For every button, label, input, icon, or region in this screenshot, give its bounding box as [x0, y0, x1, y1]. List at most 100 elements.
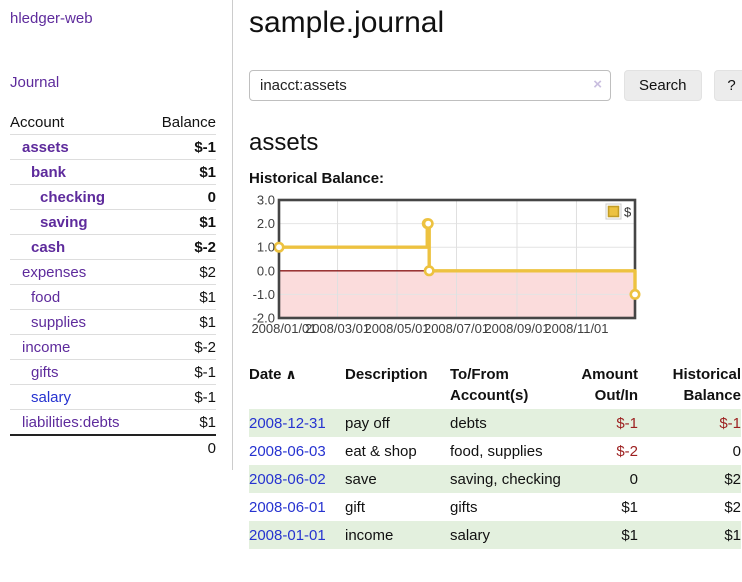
y-axis-tick-label: -1.0	[253, 287, 275, 302]
sidebar-account-link[interactable]: liabilities:debts	[22, 413, 120, 431]
accounts-total-row: 0	[10, 434, 216, 460]
transaction-accounts: debts	[450, 414, 487, 432]
plot-border	[277, 198, 637, 320]
x-axis-tick-label: 2008/03/01	[305, 321, 370, 336]
x-axis-tick-label: 2008/09/01	[484, 321, 549, 336]
y-axis-tick-label: 3.0	[257, 193, 275, 208]
data-point-marker	[423, 265, 435, 277]
sidebar-account-link[interactable]: gifts	[31, 363, 59, 381]
y-axis-tick-label: 2.0	[257, 216, 275, 231]
sidebar-account-link[interactable]: income	[22, 338, 71, 356]
sidebar-item-journal[interactable]: Journal	[10, 74, 60, 91]
clear-search-icon[interactable]: ×	[593, 76, 602, 93]
search-form: × Search ?	[249, 70, 742, 101]
account-balance: $2	[147, 259, 216, 285]
transaction-accounts: salary	[450, 526, 491, 544]
transaction-balance: $-1	[719, 414, 741, 432]
account-row: food $1	[10, 284, 216, 310]
data-point-marker	[629, 288, 641, 300]
balance-column-header: Balance	[147, 110, 216, 135]
transaction-row: 2008-12-31 pay off debts $-1 $-1	[249, 409, 741, 437]
account-balance: $-1	[147, 134, 216, 160]
transaction-amount: $-2	[616, 442, 638, 460]
transaction-date-cell: 2008-01-01	[249, 521, 345, 549]
transaction-date-link[interactable]: 2008-06-02	[249, 470, 326, 488]
account-balance: $1	[147, 284, 216, 310]
account-row: saving $1	[10, 209, 216, 235]
sidebar-account-link[interactable]: cash	[31, 238, 66, 256]
search-input-wrap: ×	[249, 70, 611, 101]
chart-title: Historical Balance:	[249, 170, 385, 187]
account-row: salary $-1	[10, 384, 216, 410]
help-button[interactable]: ?	[713, 70, 742, 101]
register-table: Date ∧ Description To/From Account(s) Amoun…	[249, 360, 741, 549]
search-button[interactable]: Search	[624, 70, 702, 101]
transaction-row: 2008-06-01 gift gifts $1 $2	[249, 493, 741, 521]
transaction-amount: 0	[629, 470, 638, 488]
accounts-total-value: 0	[147, 434, 216, 460]
column-header-label: Historical Balance	[672, 365, 741, 404]
account-row: income $-2	[10, 334, 216, 360]
sidebar-account-link[interactable]: supplies	[31, 313, 87, 331]
register-column-header-to-from-account-s: To/From Account(s)	[450, 360, 562, 409]
historical-balance-chart[interactable]: $3.0 2.0 1.0 0.0 -1.0 -2.0 2008/01/01 2008/03/0…	[249, 192, 742, 347]
account-column-header: Account	[10, 110, 148, 135]
account-balance: $-1	[147, 384, 216, 410]
transaction-description: pay off	[345, 414, 390, 432]
sidebar-account-link[interactable]: salary	[31, 388, 72, 406]
app-title-link[interactable]: hledger-web	[10, 10, 93, 27]
main-content: sample.journal × Search ? assets Histori…	[233, 0, 742, 549]
transaction-date-link[interactable]: 2008-12-31	[249, 414, 326, 432]
sidebar: hledger-web Journal Account Balance asse…	[0, 0, 233, 470]
sidebar-account-link[interactable]: bank	[31, 163, 67, 181]
column-header-label: Date	[249, 365, 282, 383]
y-axis-tick-label: 0.0	[257, 263, 275, 278]
account-heading: assets	[249, 129, 319, 156]
account-row: assets $-1	[10, 134, 216, 160]
legend-swatch	[607, 205, 620, 218]
transaction-balance: $1	[724, 526, 741, 544]
data-point-marker	[422, 218, 434, 230]
sidebar-account-link[interactable]: saving	[40, 213, 88, 231]
account-row: gifts $-1	[10, 359, 216, 385]
page-title: sample.journal	[249, 6, 445, 39]
accounts-table: Account Balance assets $-1 bank $1 checking 0…	[10, 110, 216, 460]
chart-svg: $3.0 2.0 1.0 0.0 -1.0 -2.02008/01/012008/03/0…	[251, 193, 641, 336]
column-header-label: Amount Out/In	[581, 365, 638, 404]
register-header-row: Date ∧ Description To/From Account(s) Amoun…	[249, 360, 741, 409]
search-input[interactable]	[249, 70, 611, 101]
register-column-header-amount-out-in: Amount Out/In	[562, 360, 638, 409]
account-balance: $1	[147, 159, 216, 185]
transaction-amount: $1	[621, 526, 638, 544]
transaction-description: save	[345, 470, 377, 488]
account-balance: $1	[199, 413, 216, 431]
account-balance: $-2	[147, 334, 216, 360]
account-row: checking 0	[10, 184, 216, 210]
transaction-date-link[interactable]: 2008-06-01	[249, 498, 326, 516]
transaction-description: gift	[345, 498, 366, 516]
sidebar-account-link[interactable]: expenses	[22, 263, 87, 281]
transaction-date-cell: 2008-06-02	[249, 465, 345, 493]
sort-ascending-icon[interactable]: ∧	[281, 365, 297, 382]
transaction-accounts: gifts	[450, 498, 478, 516]
account-balance: 0	[147, 184, 216, 210]
transaction-date-link[interactable]: 2008-01-01	[249, 526, 326, 544]
transaction-description: income	[345, 526, 394, 544]
transaction-amount: $-1	[616, 414, 638, 432]
x-axis-tick-label: 2008/11/01	[544, 321, 608, 336]
sidebar-account-link[interactable]: food	[31, 288, 61, 306]
transaction-date-cell: 2008-06-03	[249, 437, 345, 465]
account-row: liabilities:debts $1	[10, 410, 216, 436]
register-column-header-date[interactable]: Date ∧	[249, 360, 345, 409]
transaction-row: 2008-01-01 income salary $1 $1	[249, 521, 741, 549]
account-balance: $-1	[147, 359, 216, 385]
transaction-date-link[interactable]: 2008-06-03	[249, 442, 326, 460]
y-axis-tick-label: 1.0	[257, 240, 275, 255]
sidebar-account-link[interactable]: checking	[40, 188, 106, 206]
sidebar-account-link[interactable]: assets	[22, 138, 69, 156]
account-row: supplies $1	[10, 309, 216, 335]
transaction-balance: $2	[724, 498, 741, 516]
transaction-accounts: food, supplies	[450, 442, 543, 460]
account-balance: $-2	[147, 234, 216, 260]
register-column-header-description: Description	[345, 360, 450, 409]
